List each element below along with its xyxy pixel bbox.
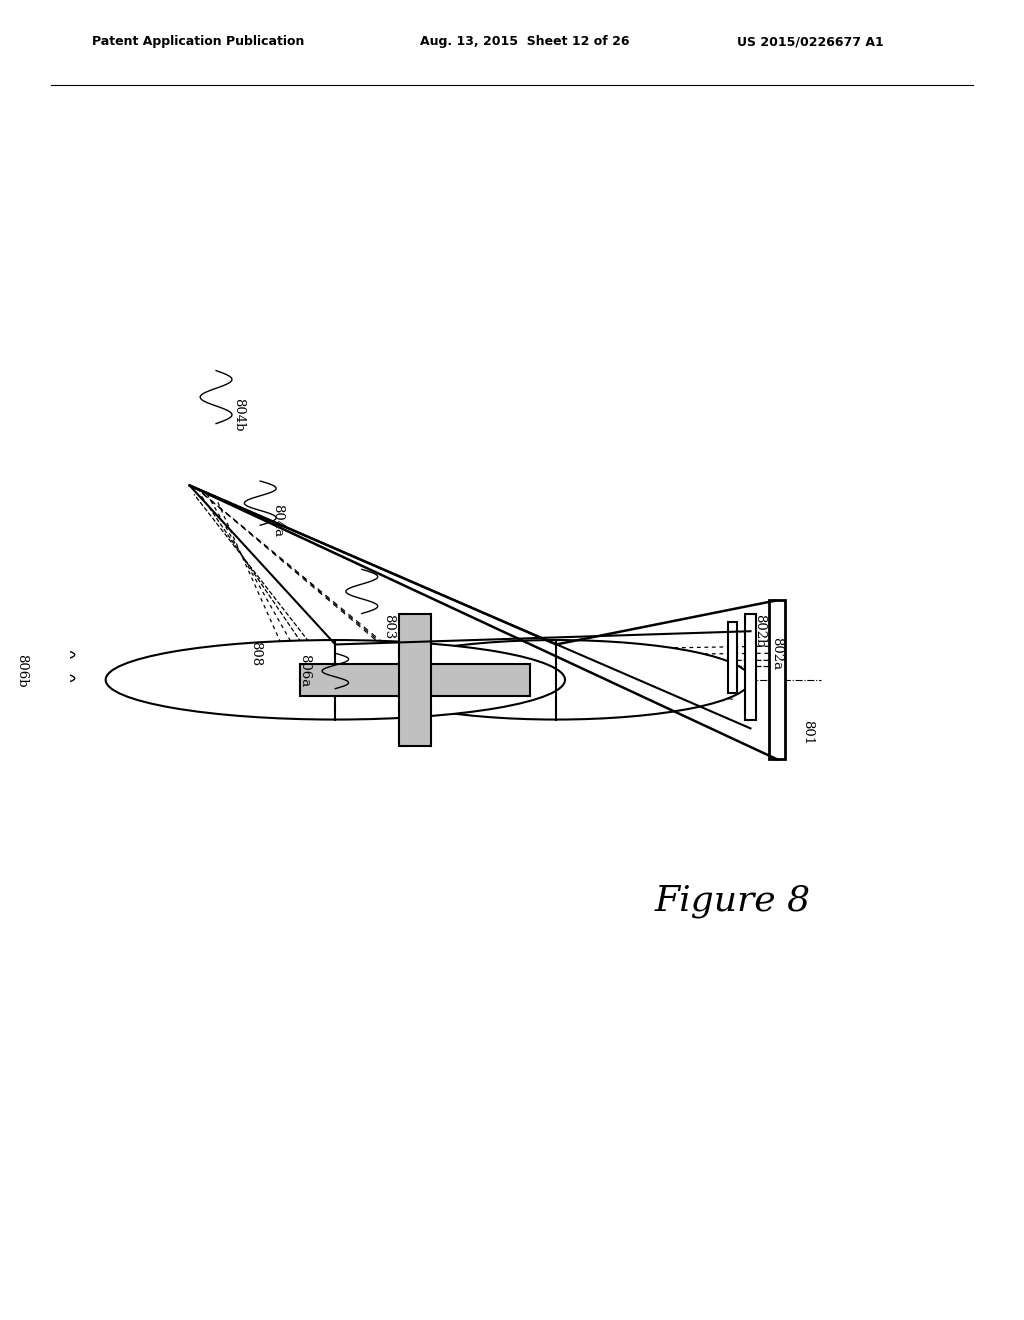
Bar [769, 601, 785, 759]
Text: 806b: 806b [15, 655, 29, 688]
Text: Figure 8: Figure 8 [654, 883, 811, 917]
Bar [300, 664, 529, 696]
Text: 803: 803 [382, 614, 395, 639]
Text: 801: 801 [802, 721, 814, 746]
Bar [399, 614, 431, 746]
Text: 806a: 806a [298, 655, 311, 688]
Bar [744, 614, 757, 719]
Text: 804b: 804b [231, 399, 245, 432]
Text: 808: 808 [249, 640, 262, 665]
Ellipse shape [105, 640, 565, 719]
Text: 802a: 802a [770, 636, 783, 669]
Bar [728, 623, 737, 693]
Text: Patent Application Publication: Patent Application Publication [92, 36, 304, 48]
Text: 804a: 804a [271, 504, 285, 537]
Ellipse shape [361, 640, 751, 719]
Text: Aug. 13, 2015  Sheet 12 of 26: Aug. 13, 2015 Sheet 12 of 26 [420, 36, 630, 48]
Text: US 2015/0226677 A1: US 2015/0226677 A1 [737, 36, 884, 48]
Text: 802b: 802b [753, 615, 766, 648]
